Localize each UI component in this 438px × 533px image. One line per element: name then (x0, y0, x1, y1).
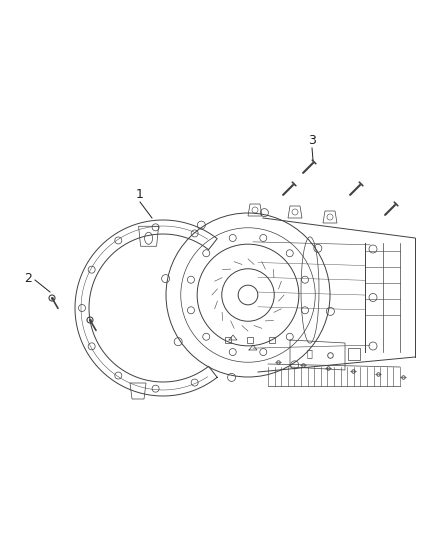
Text: 3: 3 (308, 133, 316, 147)
Text: 1: 1 (136, 189, 144, 201)
Text: ⍥: ⍥ (306, 349, 312, 359)
Text: 2: 2 (24, 271, 32, 285)
